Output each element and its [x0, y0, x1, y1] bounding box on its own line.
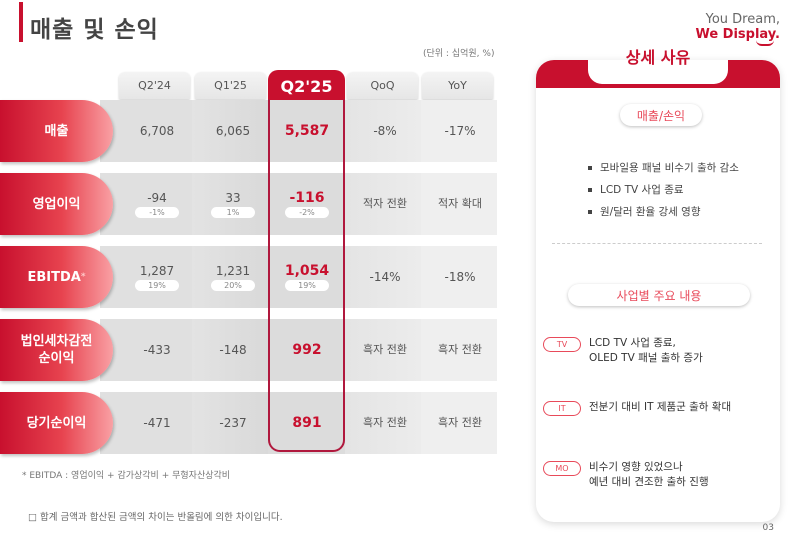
list-item: LCD TV 사업 종료 [588, 179, 739, 201]
cell-q1-25: -148 [219, 343, 247, 357]
reason-list: 모바일용 패널 비수기 출하 감소 LCD TV 사업 종료 원/달러 환율 강… [588, 157, 739, 223]
margin-pill: -1% [135, 207, 179, 218]
cell-qoq: 적자 전환 [363, 197, 407, 210]
section-pill-business: 사업별 주요 내용 [568, 284, 750, 306]
row-label: 매출 [0, 100, 113, 162]
list-item: 원/달러 환율 강세 영향 [588, 201, 739, 223]
page-number: 03 [762, 523, 774, 533]
cell-q2-25: -116 -2% [269, 173, 345, 235]
cell-q2-25: 5,587 [284, 123, 330, 139]
margin-pill: 19% [135, 280, 179, 291]
footnote-mark: * [80, 271, 86, 282]
cell-q1-25: 1,231 20% [195, 246, 271, 308]
section-divider [552, 243, 762, 244]
title-accent-bar [19, 2, 23, 42]
margin-pill: 20% [211, 280, 255, 291]
business-item-it: IT 전분기 대비 IT 제품군 출하 확대 [543, 400, 731, 416]
column-header-q2-25: Q2'25 [268, 70, 345, 102]
cell-qoq: 흑자 전환 [363, 416, 407, 429]
smile-icon [756, 40, 774, 46]
cell-q2-24: -471 [143, 416, 171, 430]
panel-title: 상세 사유 [625, 48, 691, 67]
row-label: 당기순이익 [0, 392, 113, 454]
cell-q1-25: 6,065 [215, 124, 251, 138]
brand-line-1: You Dream, [705, 12, 780, 27]
row-label: 영업이익 [0, 173, 113, 235]
cell-yoy: 흑자 전환 [438, 416, 482, 429]
unit-label: (단위 : 십억원, %) [423, 49, 495, 59]
column-header-yoy: YoY [422, 72, 493, 99]
table-row-pretax-income: 법인세차감전 순이익 -433 -148 992 흑자 전환 흑자 전환 [0, 319, 497, 381]
margin-pill: -2% [285, 207, 329, 218]
cell-q2-24: -433 [143, 343, 171, 357]
panel-title-tab [588, 60, 728, 84]
tv-tag: TV [543, 337, 581, 352]
page-title: 매출 및 손익 [30, 17, 159, 43]
cell-q1-25: -237 [219, 416, 247, 430]
table-row-ebitda: EBITDA * 1,287 19% 1,231 20% 1,054 19% -14% … [0, 246, 497, 308]
cell-qoq: -8% [373, 124, 397, 138]
cell-yoy: -17% [444, 124, 476, 138]
cell-q2-25: 992 [292, 342, 322, 358]
cell-qoq: 흑자 전환 [363, 343, 407, 356]
business-item-tv: TV LCD TV 사업 종료, OLED TV 패널 출하 증가 [543, 336, 703, 366]
column-header-qoq: QoQ [347, 72, 418, 99]
column-header-q2-24: Q2'24 [119, 72, 190, 99]
table-row-net-income: 당기순이익 -471 -237 891 흑자 전환 흑자 전환 [0, 392, 497, 454]
cell-q1-25: 33 1% [195, 173, 271, 235]
margin-pill: 19% [285, 280, 329, 291]
table-row-operating-profit: 영업이익 -94 -1% 33 1% -116 -2% 적자 전환 적자 확대 [0, 173, 497, 235]
cell-q2-24: 6,708 [139, 124, 175, 138]
cell-q2-25: 1,054 19% [284, 263, 330, 291]
cell-yoy: -18% [444, 270, 476, 284]
cell-yoy: 흑자 전환 [438, 343, 482, 356]
ebitda-footnote: * EBITDA : 영업이익 + 감가상각비 + 무형자산상각비 [22, 471, 231, 481]
brand-logo: You Dream, We Display. [695, 12, 780, 46]
list-item: 모바일용 패널 비수기 출하 감소 [588, 157, 739, 179]
it-tag: IT [543, 401, 581, 416]
row-label: EBITDA * [0, 246, 113, 308]
column-header-q1-25: Q1'25 [195, 72, 266, 99]
section-pill-revenue-profit: 매출/손익 [620, 104, 702, 126]
mo-tag: MO [543, 461, 581, 476]
table-row-revenue: 매출 6,708 6,065 5,587 -8% -17% [0, 100, 497, 162]
cell-qoq: -14% [369, 270, 401, 284]
rounding-note: □ 합계 금액과 합산된 금액의 차이는 반올림에 의한 차이입니다. [28, 512, 283, 523]
cell-yoy: 적자 확대 [438, 197, 482, 210]
cell-q2-25: 891 [292, 415, 322, 431]
cell-q2-24: -94 -1% [119, 173, 195, 235]
cell-q2-24: 1,287 19% [119, 246, 195, 308]
business-item-mo: MO 비수기 영향 있었으나 예년 대비 견조한 출하 진행 [543, 460, 709, 490]
row-label: 법인세차감전 순이익 [0, 319, 113, 381]
brand-line-2: We Display. [695, 27, 780, 42]
margin-pill: 1% [211, 207, 255, 218]
